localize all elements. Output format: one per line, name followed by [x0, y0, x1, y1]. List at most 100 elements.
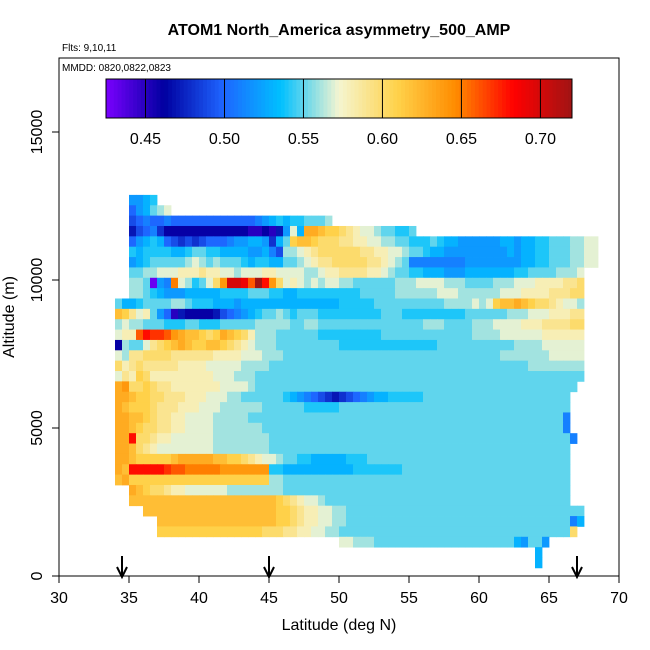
heatmap-cell	[521, 484, 529, 496]
heatmap-cell	[234, 277, 242, 289]
colorbar-segment	[498, 79, 503, 118]
heatmap-cell	[521, 402, 529, 413]
heatmap-cell	[444, 267, 452, 279]
heatmap-cell	[304, 329, 312, 341]
heatmap-cell	[283, 350, 291, 362]
heatmap-cell	[402, 474, 410, 486]
heatmap-cell	[388, 298, 396, 310]
heatmap-cell	[220, 464, 228, 476]
heatmap-cell	[150, 319, 158, 330]
heatmap-cell	[185, 236, 193, 248]
heatmap-cell	[535, 277, 543, 289]
heatmap-cell	[465, 329, 473, 341]
heatmap-cell	[395, 402, 403, 413]
heatmap-cell	[360, 505, 368, 517]
heatmap-cell	[584, 236, 592, 248]
heatmap-cell	[199, 298, 207, 310]
heatmap-cell	[332, 329, 340, 341]
heatmap-cell	[199, 267, 207, 279]
heatmap-cell	[339, 495, 347, 507]
heatmap-cell	[290, 298, 298, 310]
heatmap-cell	[549, 453, 557, 465]
heatmap-cell	[451, 443, 459, 455]
heatmap-cell	[430, 277, 438, 289]
heatmap-cell	[395, 277, 403, 289]
heatmap-cell	[269, 371, 277, 382]
heatmap-cell	[192, 443, 200, 455]
heatmap-cell	[269, 360, 277, 372]
heatmap-cell	[542, 484, 550, 496]
heatmap-cell	[178, 225, 186, 237]
heatmap-cell	[199, 329, 207, 341]
heatmap-cell	[500, 391, 508, 403]
heatmap-cell	[241, 495, 249, 507]
heatmap-cell	[290, 371, 298, 382]
heatmap-cell	[150, 381, 158, 393]
heatmap-cell	[528, 516, 536, 527]
heatmap-cell	[451, 484, 459, 496]
heatmap-cell	[171, 319, 179, 330]
heatmap-cell	[248, 433, 256, 444]
heatmap-cell	[444, 505, 452, 517]
heatmap-cell	[171, 474, 179, 486]
heatmap-cell	[262, 381, 270, 393]
heatmap-cell	[115, 298, 123, 310]
heatmap-cell	[255, 402, 263, 413]
heatmap-cell	[206, 422, 214, 434]
heatmap-cell	[136, 443, 144, 455]
heatmap-cell	[570, 267, 578, 279]
heatmap-cell	[311, 443, 319, 455]
heatmap-cell	[437, 329, 445, 341]
heatmap-cell	[220, 412, 228, 424]
heatmap-cell	[535, 391, 543, 403]
heatmap-cell	[563, 422, 571, 434]
colorbar-segment	[199, 79, 204, 118]
heatmap-cell	[248, 288, 256, 299]
heatmap-cell	[150, 484, 158, 496]
heatmap-cell	[430, 391, 438, 403]
heatmap-cell	[381, 257, 389, 268]
heatmap-cell	[325, 308, 333, 320]
heatmap-cell	[213, 402, 221, 413]
heatmap-cell	[311, 433, 319, 444]
heatmap-cell	[500, 464, 508, 476]
heatmap-cell	[542, 319, 550, 330]
colorbar-segment	[342, 79, 348, 118]
heatmap-cell	[185, 422, 193, 434]
heatmap-cell	[318, 319, 326, 330]
heatmap-cell	[311, 360, 319, 372]
heatmap-cell	[458, 516, 466, 527]
heatmap-cell	[192, 267, 200, 279]
heatmap-cell	[535, 308, 543, 320]
heatmap-cell	[472, 329, 480, 341]
heatmap-cell	[416, 319, 424, 330]
heatmap-cell	[311, 391, 319, 403]
heatmap-cell	[283, 277, 291, 289]
heatmap-cell	[150, 339, 158, 351]
heatmap-cell	[332, 246, 340, 258]
heatmap-cell	[542, 288, 550, 299]
heatmap-cell	[381, 319, 389, 330]
heatmap-cell	[255, 339, 263, 351]
heatmap-cell	[444, 381, 452, 393]
heatmap-cell	[556, 371, 564, 382]
heatmap-cell	[332, 339, 340, 351]
heatmap-cell	[220, 402, 228, 413]
heatmap-cell	[458, 484, 466, 496]
heatmap-cell	[423, 381, 431, 393]
colorbar-segment	[249, 79, 255, 118]
heatmap-cell	[318, 339, 326, 351]
heatmap-cell	[143, 360, 151, 372]
heatmap-cell	[283, 225, 291, 237]
heatmap-cell	[430, 329, 438, 341]
heatmap-cell	[248, 350, 256, 362]
heatmap-cell	[500, 329, 508, 341]
heatmap-cell	[430, 298, 438, 310]
heatmap-cell	[269, 484, 277, 496]
heatmap-cell	[262, 484, 270, 496]
heatmap-cell	[556, 505, 564, 517]
heatmap-cell	[381, 495, 389, 507]
heatmap-cell	[542, 464, 550, 476]
heatmap-cell	[563, 402, 571, 413]
heatmap-cell	[500, 443, 508, 455]
